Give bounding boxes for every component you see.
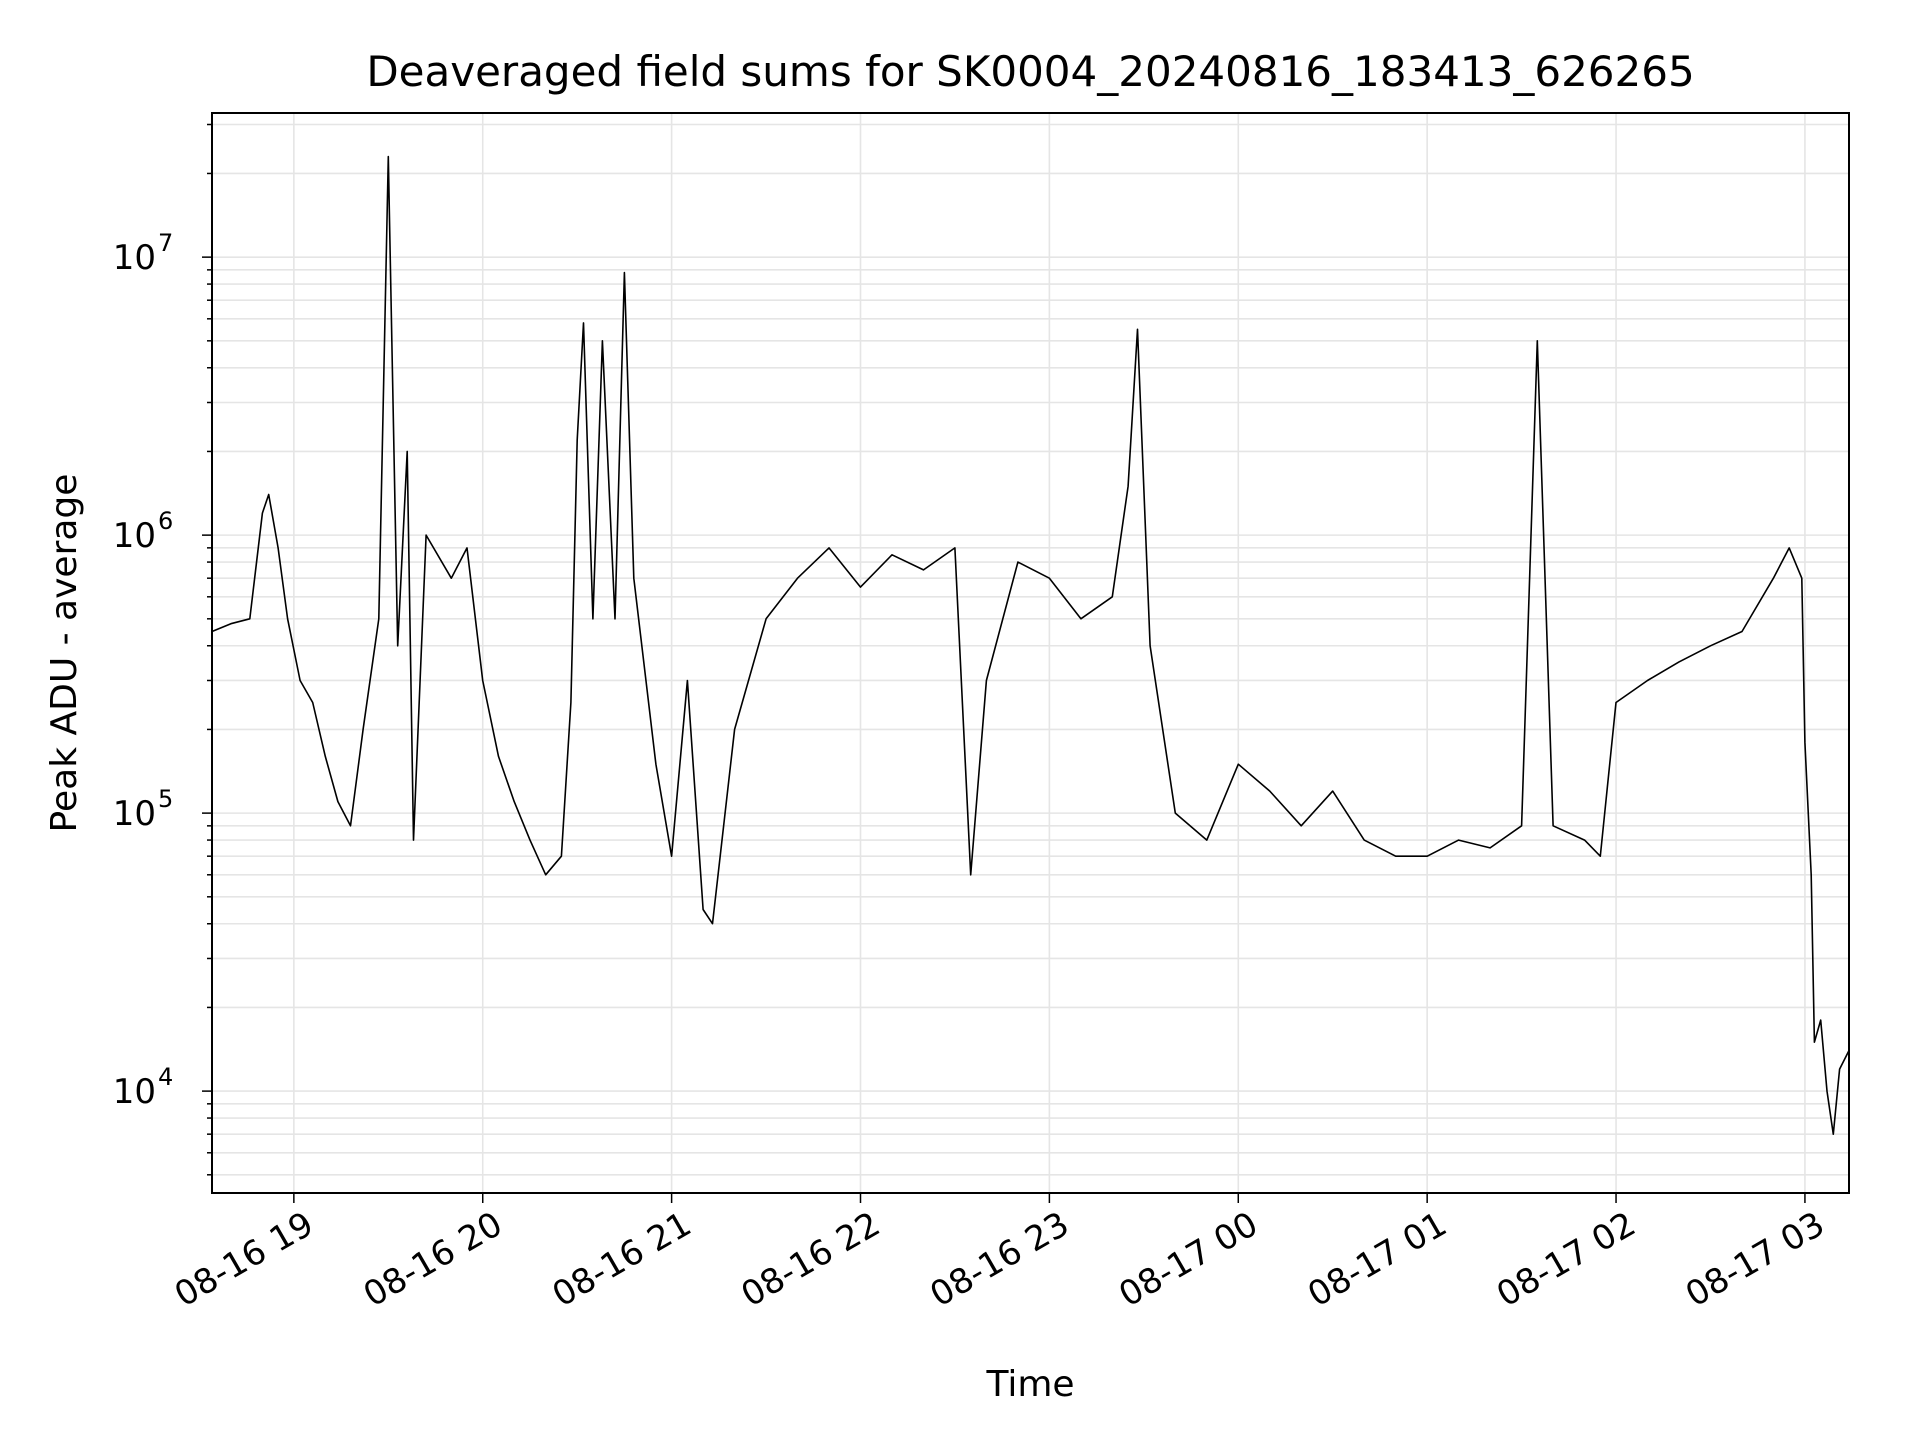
series-line [211, 155, 1850, 1135]
y-tick-base: 10 [113, 516, 156, 556]
grid [212, 113, 1849, 1193]
y-tick-label: 10 5 [113, 785, 174, 834]
y-tick-exponent: 7 [158, 229, 173, 257]
x-axis-label: Time [985, 1364, 1074, 1405]
y-tick-base: 10 [113, 794, 156, 834]
chart-title: Deaveraged field sums for SK0004_2024081… [366, 47, 1694, 96]
y-tick-label: 10 7 [113, 229, 174, 278]
y-tick-exponent: 4 [158, 1063, 173, 1091]
y-tick-exponent: 5 [158, 785, 173, 813]
y-tick-label: 10 6 [113, 507, 174, 556]
y-tick-exponent: 6 [158, 507, 173, 535]
y-tick-base: 10 [113, 1072, 156, 1112]
y-tick-label: 10 4 [113, 1063, 174, 1112]
plot-frame [211, 112, 1850, 1194]
series-layer [211, 155, 1850, 1135]
y-tick-base: 10 [113, 238, 156, 278]
y-axis-label: Peak ADU - average [44, 474, 85, 833]
